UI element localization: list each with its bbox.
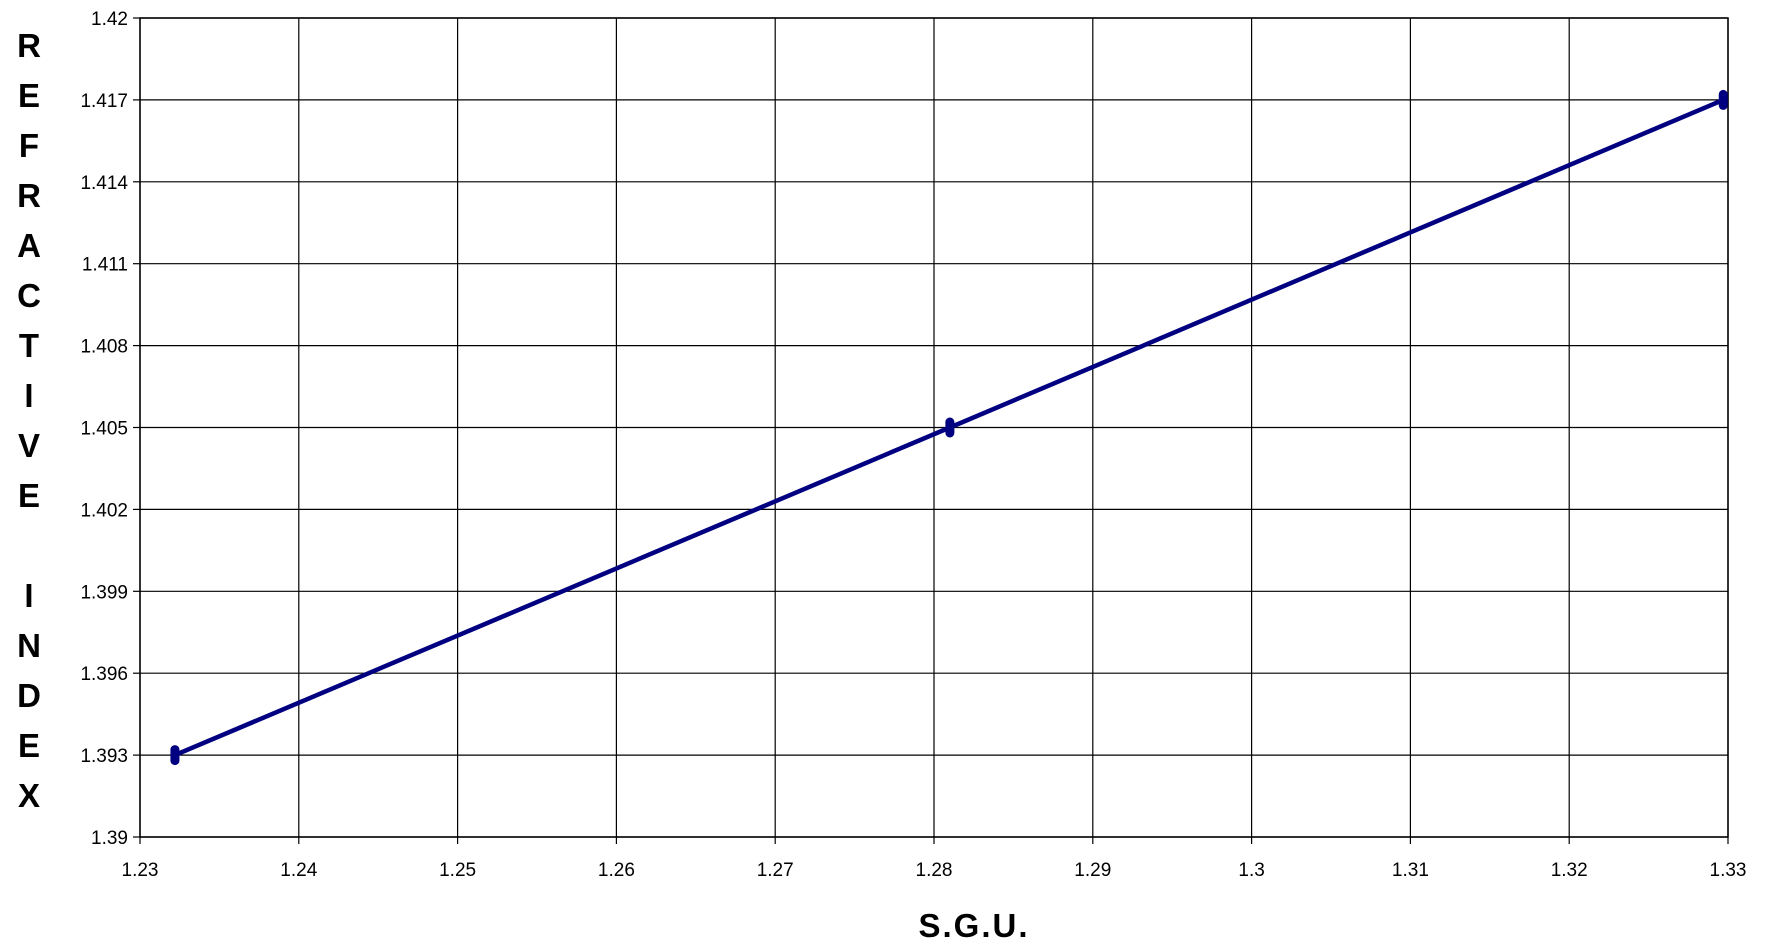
x-axis-title: S.G.U.	[918, 907, 1029, 944]
x-tick-label: 1.28	[916, 860, 953, 881]
y-axis-title-letter: C	[17, 277, 41, 314]
y-tick-label: 1.39	[91, 828, 128, 849]
x-tick-label: 1.24	[280, 860, 317, 881]
y-tick-label: 1.408	[80, 337, 128, 358]
y-axis-title-letter: I	[24, 377, 33, 414]
y-axis-title-letter: D	[17, 677, 41, 714]
y-axis-title-letter: F	[19, 127, 39, 164]
y-tick-label: 1.411	[82, 255, 128, 276]
y-tick-label: 1.414	[80, 173, 128, 194]
y-tick-label: 1.393	[80, 746, 128, 767]
y-tick-label: 1.396	[80, 664, 128, 685]
y-axis-title-letter: X	[18, 777, 40, 814]
x-tick-label: 1.33	[1710, 860, 1747, 881]
y-axis-title-letter: E	[18, 477, 40, 514]
data-point	[945, 417, 955, 438]
x-tick-labels: 1.23 1.24 1.25 1.26 1.27 1.28 1.29 1.3 1.31 1.32 1…	[122, 860, 1747, 881]
y-axis-title-letter: N	[17, 627, 41, 664]
series-group	[170, 89, 1728, 766]
y-axis-title-letter: A	[17, 227, 41, 264]
y-axis-title-letter: R	[17, 27, 41, 64]
y-tick-label: 1.402	[80, 500, 128, 521]
y-tick-label: 1.405	[80, 419, 128, 440]
x-tick-label: 1.31	[1392, 860, 1429, 881]
plot-area-frame	[139, 17, 1729, 838]
y-axis-title-letter: I	[24, 577, 33, 614]
y-axis-title-letter: E	[18, 77, 40, 114]
x-tick-label: 1.26	[598, 860, 635, 881]
x-tick-label: 1.32	[1551, 860, 1588, 881]
data-point	[1718, 89, 1728, 110]
y-tick-label: 1.399	[80, 582, 128, 603]
y-tick-labels: 1.39 1.393 1.396 1.399 1.402 1.405 1.408 1.411 1…	[80, 9, 128, 849]
y-tick-label: 1.417	[80, 91, 128, 112]
grid-lines	[133, 17, 1729, 844]
x-tick-label: 1.29	[1074, 860, 1111, 881]
y-axis-title-letter: E	[18, 727, 40, 764]
x-tick-label: 1.25	[439, 860, 476, 881]
x-tick-label: 1.27	[757, 860, 794, 881]
x-tick-label: 1.23	[122, 860, 159, 881]
y-axis-title-letter: V	[18, 427, 40, 464]
y-axis-title-letter: R	[17, 177, 41, 214]
x-tick-label: 1.3	[1238, 860, 1264, 881]
data-point	[170, 745, 180, 766]
y-axis-title-letter: T	[19, 327, 39, 364]
y-tick-label: 1.42	[91, 9, 128, 30]
